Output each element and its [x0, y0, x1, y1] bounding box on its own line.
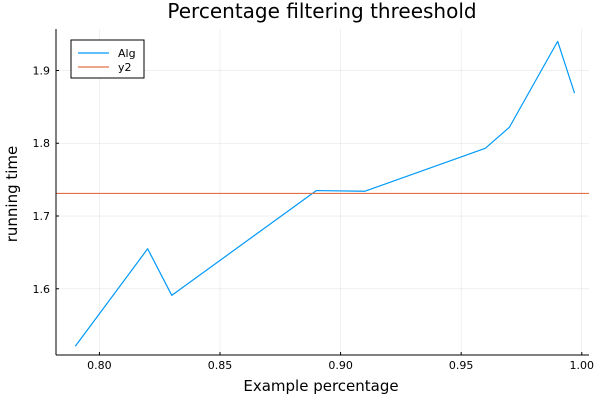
- grid: [56, 29, 589, 355]
- x-tick-label: 1.00: [570, 359, 595, 372]
- y-tick-label: 1.6: [33, 283, 51, 296]
- x-tick-label: 0.95: [449, 359, 474, 372]
- x-tick-label: 0.80: [87, 359, 112, 372]
- y-axis-label: running time: [3, 146, 21, 243]
- legend-label: y2: [118, 61, 132, 74]
- axes: [55, 29, 589, 356]
- x-tick-label: 0.85: [208, 359, 233, 372]
- x-tick-label: 0.90: [328, 359, 353, 372]
- series-line-Alg: [74, 40, 576, 347]
- chart-title: Percentage filtering threeshold: [167, 0, 476, 23]
- y-tick-label: 1.7: [33, 210, 51, 223]
- y-tick-label: 1.8: [33, 137, 51, 150]
- legend-label: Alg: [118, 47, 136, 60]
- legend-box: [70, 39, 145, 79]
- series-layer: [56, 40, 589, 347]
- ticks: 0.80 0.85 0.90 0.95 1.00 1.6 1.7 1.8 1.9: [33, 64, 595, 372]
- x-axis-label: Example percentage: [243, 377, 398, 395]
- y-tick-label: 1.9: [33, 64, 51, 77]
